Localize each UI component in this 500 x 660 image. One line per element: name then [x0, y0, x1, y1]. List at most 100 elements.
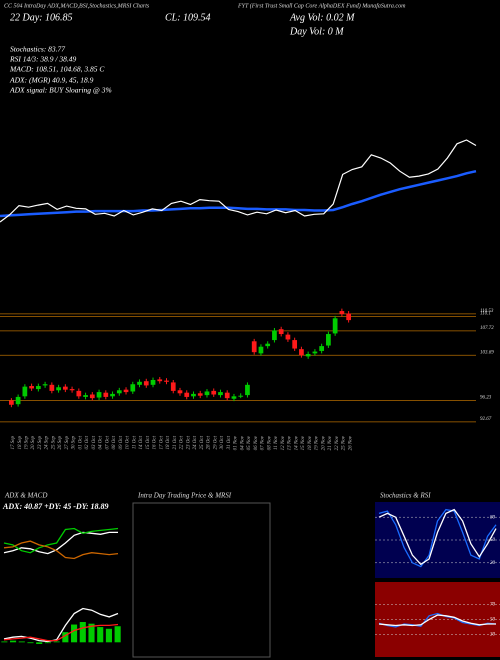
histogram-bar: [27, 642, 34, 644]
x-tick-label: 30 Oct: [220, 435, 225, 449]
x-tick-label: 16 Oct: [153, 435, 158, 449]
histogram-bar: [79, 622, 86, 643]
x-tick-label: 18 Oct: [166, 435, 171, 449]
header-adx: ADX: (MGR) 40.9, 45, 18.9: [9, 76, 94, 85]
price-line: [0, 139, 477, 223]
y-tick-label: 70: [490, 603, 496, 608]
x-tick-label: 06 Nov: [254, 435, 259, 450]
x-tick-label: 11 Oct: [132, 435, 137, 449]
x-tick-label: 23 Sep: [38, 436, 43, 450]
candle-body: [96, 392, 102, 398]
candle-body: [258, 346, 264, 354]
x-tick-label: 25 Oct: [200, 435, 205, 449]
y-tick-label: 50: [490, 618, 496, 623]
panel-title: ADX & MACD: [4, 492, 47, 500]
candle-body: [22, 386, 28, 397]
candle-body: [83, 395, 88, 397]
y-tick-label: 103.69: [480, 350, 494, 355]
indicator-line: [3, 540, 119, 560]
candle-body: [69, 389, 75, 391]
intraday-panel: [132, 502, 271, 658]
x-tick-label: 07 Oct: [105, 435, 110, 449]
x-tick-label: 12 Nov: [281, 435, 286, 450]
candle-body: [143, 381, 149, 386]
histogram-bar: [105, 628, 112, 643]
x-tick-label: 01 Oct: [78, 435, 83, 449]
indicator-line: [3, 527, 119, 554]
x-tick-label: 14 Oct: [139, 435, 144, 449]
candle-body: [245, 384, 250, 396]
candle-body: [177, 390, 183, 394]
panel-title: Intra Day Trading Price & MRSI: [137, 492, 232, 500]
x-tick-label: 01 Nov: [234, 435, 239, 450]
y-tick-label: 96.23: [480, 396, 492, 401]
y-tick-label: 92.67: [480, 417, 492, 422]
x-tick-label: 30 Sep: [72, 436, 77, 450]
candle-body: [299, 349, 304, 356]
histogram-bar: [97, 627, 104, 643]
x-tick-label: 25 Sep: [51, 436, 56, 450]
candle-body: [76, 390, 82, 397]
histogram-bar: [53, 641, 60, 643]
histogram-bar: [1, 641, 8, 643]
candle-body: [157, 379, 163, 382]
x-tick-label: 19 Nov: [315, 435, 320, 450]
x-tick-label: 02 Oct: [85, 435, 90, 449]
candle-body: [292, 340, 298, 349]
histogram-bar: [36, 642, 43, 644]
header-top: CC 504 IntraDay ADX,MACD,BSI,Stochastics…: [4, 2, 150, 9]
y-tick-label: 80: [490, 515, 496, 520]
candle-body: [123, 389, 129, 393]
candle-body: [218, 392, 223, 396]
candle-body: [346, 313, 351, 321]
indicator-line: [378, 612, 497, 628]
candle-body: [305, 353, 311, 357]
x-tick-label: 08 Nov: [267, 435, 272, 450]
candle-body: [103, 392, 109, 397]
x-tick-label: 20 Nov: [321, 435, 326, 450]
candle-body: [89, 394, 95, 399]
candle-body: [326, 334, 331, 346]
x-tick-label: 07 Nov: [261, 435, 266, 450]
candle-body: [204, 391, 210, 396]
candle-body: [285, 334, 291, 340]
candle-body: [35, 386, 41, 390]
x-tick-label: 13 Nov: [288, 435, 293, 450]
x-tick-label: 17 Oct: [159, 435, 164, 449]
candle-body: [224, 392, 230, 399]
x-tick-label: 20 Sep: [31, 436, 36, 450]
candle-body: [238, 395, 244, 397]
header-site: FYT (First Trust Small Cap Core AlphaDEX…: [237, 2, 406, 9]
indicator-line: [3, 623, 119, 642]
candle-body: [339, 311, 345, 315]
x-tick-label: 04 Nov: [240, 435, 245, 450]
header-close: CL: 109.54: [165, 12, 211, 23]
header-22day: 22 Day: 106.85: [10, 12, 73, 23]
candle-body: [130, 384, 136, 392]
histogram-bar: [62, 632, 69, 643]
indicator-line: [378, 508, 497, 566]
candle-body: [42, 384, 48, 386]
candle-body: [49, 384, 55, 391]
x-tick-label: 18 Nov: [308, 435, 313, 450]
x-tick-label: 23 Oct: [186, 435, 191, 449]
x-tick-label: 10 Oct: [126, 435, 131, 449]
x-tick-label: 24 Sep: [45, 436, 50, 450]
x-tick-label: 03 Oct: [92, 435, 97, 449]
panel-subtitle: ADX: 40.87 +DY: 45 -DY: 18.89: [2, 502, 109, 511]
candle-body: [251, 341, 257, 353]
x-tick-label: 14 Nov: [294, 435, 299, 450]
candle-body: [137, 381, 142, 385]
candle-body: [170, 382, 176, 391]
candle-body: [184, 392, 190, 397]
candle-body: [265, 343, 271, 347]
candle-body: [110, 393, 115, 397]
candle-body: [164, 380, 169, 382]
header-macd: MACD: 108.51, 104.68, 3.85 C: [9, 65, 105, 74]
x-tick-label: 24 Oct: [193, 435, 198, 449]
x-tick-label: 15 Nov: [301, 435, 306, 450]
indicator-line: [378, 614, 496, 627]
y-tick-label: 110.53: [480, 309, 494, 314]
x-tick-label: 21 Nov: [328, 435, 333, 450]
candle-body: [116, 390, 122, 394]
